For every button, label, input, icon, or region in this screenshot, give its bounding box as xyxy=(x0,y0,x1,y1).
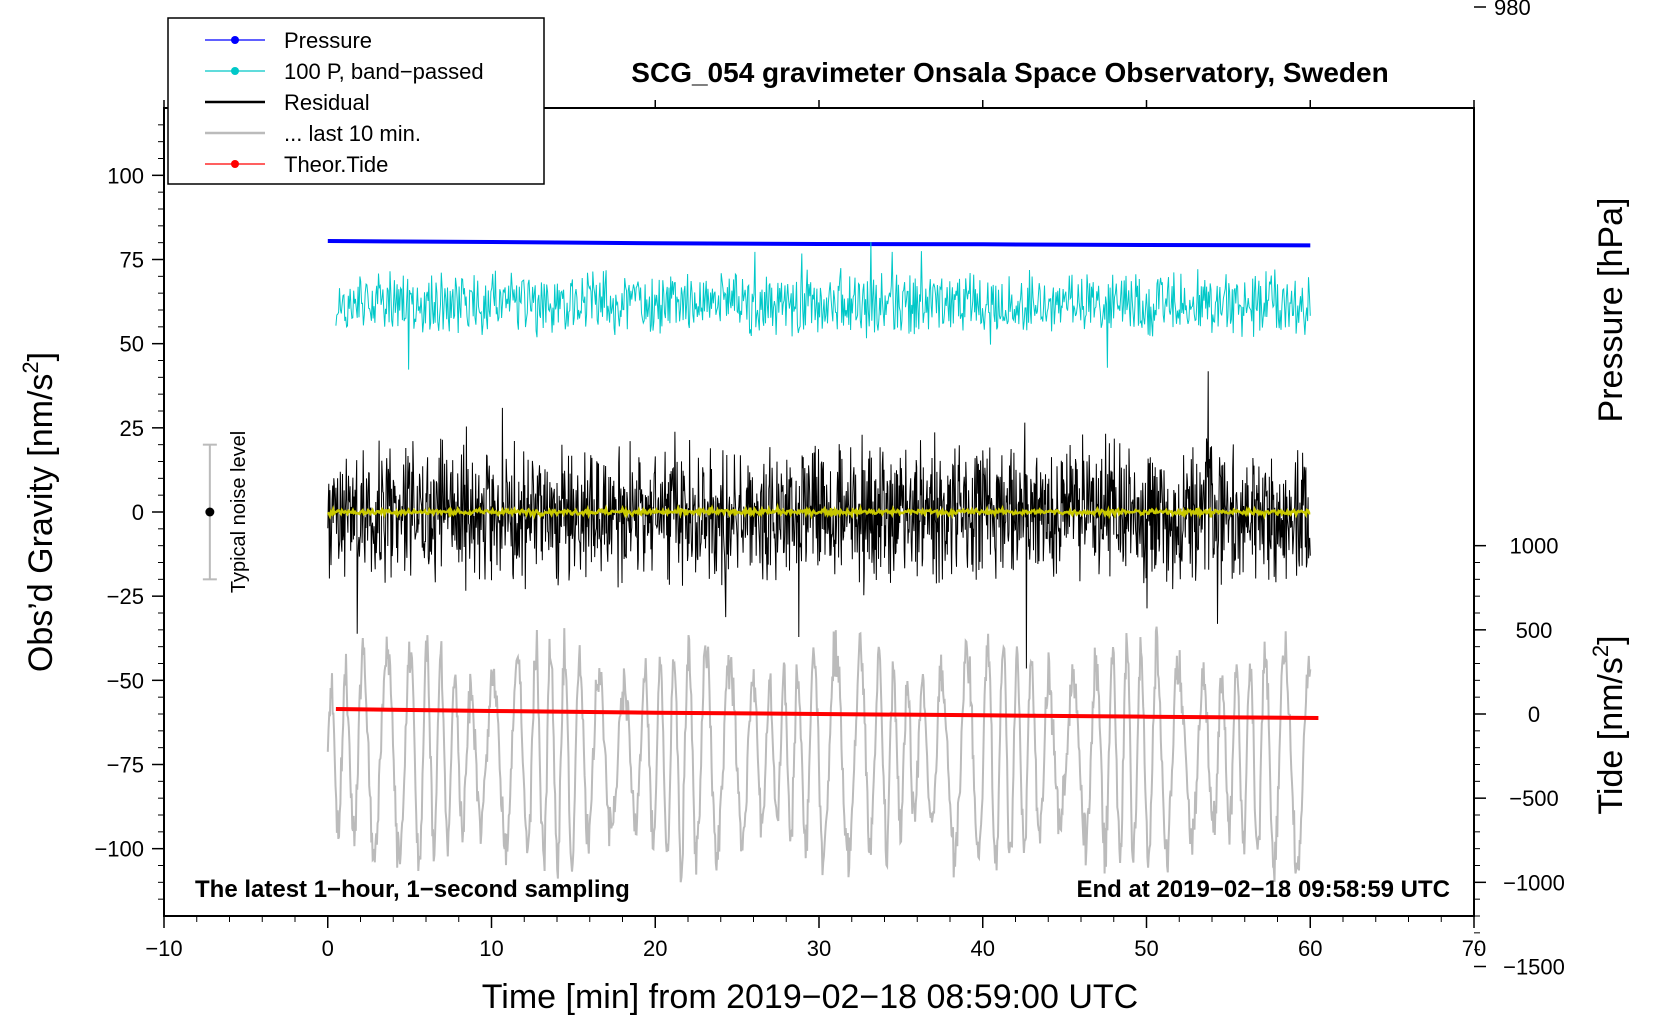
x-tick-label: 30 xyxy=(807,936,831,961)
noise-center-dot xyxy=(205,507,215,517)
y-axis-label-gravity: Obs’d Gravity [nm/s2] xyxy=(18,352,60,672)
series-layer xyxy=(326,239,1319,883)
series-100-p-band-passed xyxy=(335,242,1311,370)
y-tick-label: 100 xyxy=(107,163,144,188)
x-tick-label: 20 xyxy=(643,936,667,961)
y-tick-label: 0 xyxy=(132,500,144,525)
y-axis-label-gravity-close: ] xyxy=(22,352,60,361)
chart-title: SCG_054 gravimeter Onsala Space Observat… xyxy=(631,57,1388,88)
noise-label: Typical noise level xyxy=(228,431,250,593)
x-tick-label: 60 xyxy=(1298,936,1322,961)
y-tick-label: 75 xyxy=(120,248,144,273)
pressure-tick-label: 980 xyxy=(1494,0,1531,20)
series-last-10-min xyxy=(326,626,1312,883)
series-theor-tide xyxy=(335,707,1319,720)
y-tick-label: 25 xyxy=(120,416,144,441)
legend-label: 100 P, band−passed xyxy=(284,59,484,84)
y-tick-label: −100 xyxy=(94,837,144,862)
x-tick-label: 40 xyxy=(971,936,995,961)
y-axis-label-tide: Tide [nm/s2] xyxy=(1588,635,1630,814)
legend: Pressure 100 P, band−passed Residual ... la… xyxy=(167,17,545,185)
series-residual xyxy=(327,371,1311,669)
note-right: End at 2019−02−18 09:58:59 UTC xyxy=(1076,876,1450,903)
y-tick-label: −75 xyxy=(107,753,144,778)
axes-layer: −10 0 10 20 30 40 50 60 70−100−75−50−25025507510… xyxy=(94,0,1564,980)
y-axis-label-tide-text: Tide [nm/s xyxy=(1592,657,1630,814)
series-residual-smoothed xyxy=(326,502,1311,520)
y-axis-label-pressure: Pressure [hPa] xyxy=(1592,198,1630,423)
tide-tick-label: −500 xyxy=(1509,786,1559,811)
tide-tick-label: −1500 xyxy=(1503,955,1565,980)
x-tick-label: −10 xyxy=(145,936,182,961)
legend-marker xyxy=(231,160,239,168)
legend-marker xyxy=(231,67,239,75)
tide-tick-label: 0 xyxy=(1528,702,1540,727)
y-axis-label-gravity-sup: 2 xyxy=(18,361,43,373)
legend-label: Residual xyxy=(284,90,370,115)
note-left: The latest 1−hour, 1−second sampling xyxy=(195,876,630,903)
x-tick-label: 0 xyxy=(322,936,334,961)
noise-indicator xyxy=(202,443,217,581)
tide-tick-label: 500 xyxy=(1516,618,1553,643)
x-axis-label: Time [min] from 2019−02−18 08:59:00 UTC xyxy=(482,978,1138,1016)
legend-label: Pressure xyxy=(284,28,372,53)
y-axis-label-tide-close: ] xyxy=(1592,635,1630,644)
x-tick-label: 70 xyxy=(1462,936,1486,961)
tide-tick-label: 1000 xyxy=(1510,534,1559,559)
y-tick-label: 50 xyxy=(120,332,144,357)
series-pressure xyxy=(327,239,1311,248)
legend-label: ... last 10 min. xyxy=(284,121,421,146)
tide-tick-label: −1000 xyxy=(1503,870,1565,895)
legend-marker xyxy=(231,36,239,44)
x-tick-label: 50 xyxy=(1134,936,1158,961)
y-axis-label-gravity-text: Obs’d Gravity [nm/s xyxy=(22,374,60,673)
y-tick-label: −50 xyxy=(107,668,144,693)
y-axis-label-tide-sup: 2 xyxy=(1588,645,1613,657)
x-tick-label: 10 xyxy=(479,936,503,961)
legend-label: Theor.Tide xyxy=(284,152,388,177)
y-tick-label: −25 xyxy=(107,584,144,609)
